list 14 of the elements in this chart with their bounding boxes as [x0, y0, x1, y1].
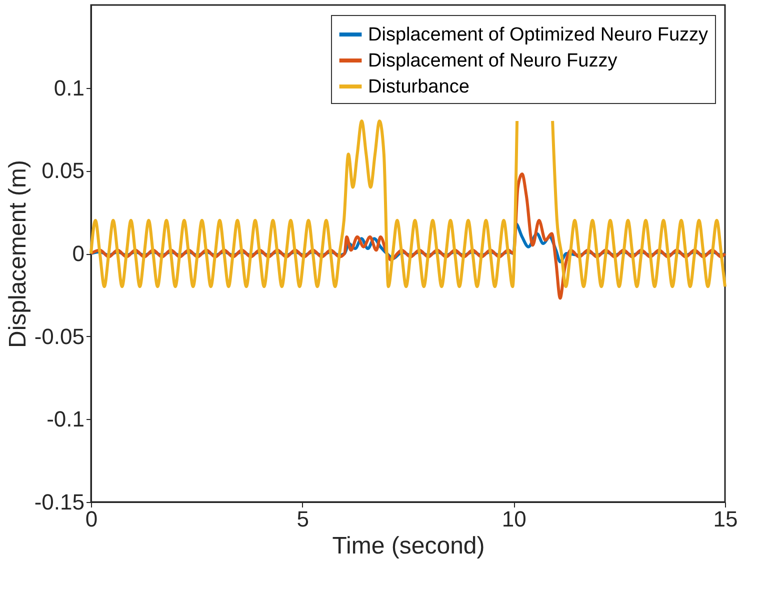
y-tick-label: 0.1	[54, 75, 84, 100]
y-axis-title: Displacement (m)	[4, 160, 32, 348]
y-tick-label: -0.15	[34, 490, 84, 514]
x-tick-label: 15	[713, 506, 738, 532]
y-tick-label: -0.1	[46, 406, 84, 432]
x-tick-label: 5	[296, 506, 309, 532]
y-tick-label: -0.05	[34, 324, 84, 349]
y-tick-label: 0	[72, 241, 84, 266]
legend-label: Disturbance	[368, 76, 470, 98]
legend-label: Displacement of Neuro Fuzzy	[368, 50, 618, 72]
x-tick-label: 10	[502, 506, 526, 532]
legend-label: Displacement of Optimized Neuro Fuzzy	[368, 24, 709, 46]
y-tick-label: 0.05	[42, 158, 84, 184]
x-axis-title: Time (second)	[332, 532, 485, 560]
